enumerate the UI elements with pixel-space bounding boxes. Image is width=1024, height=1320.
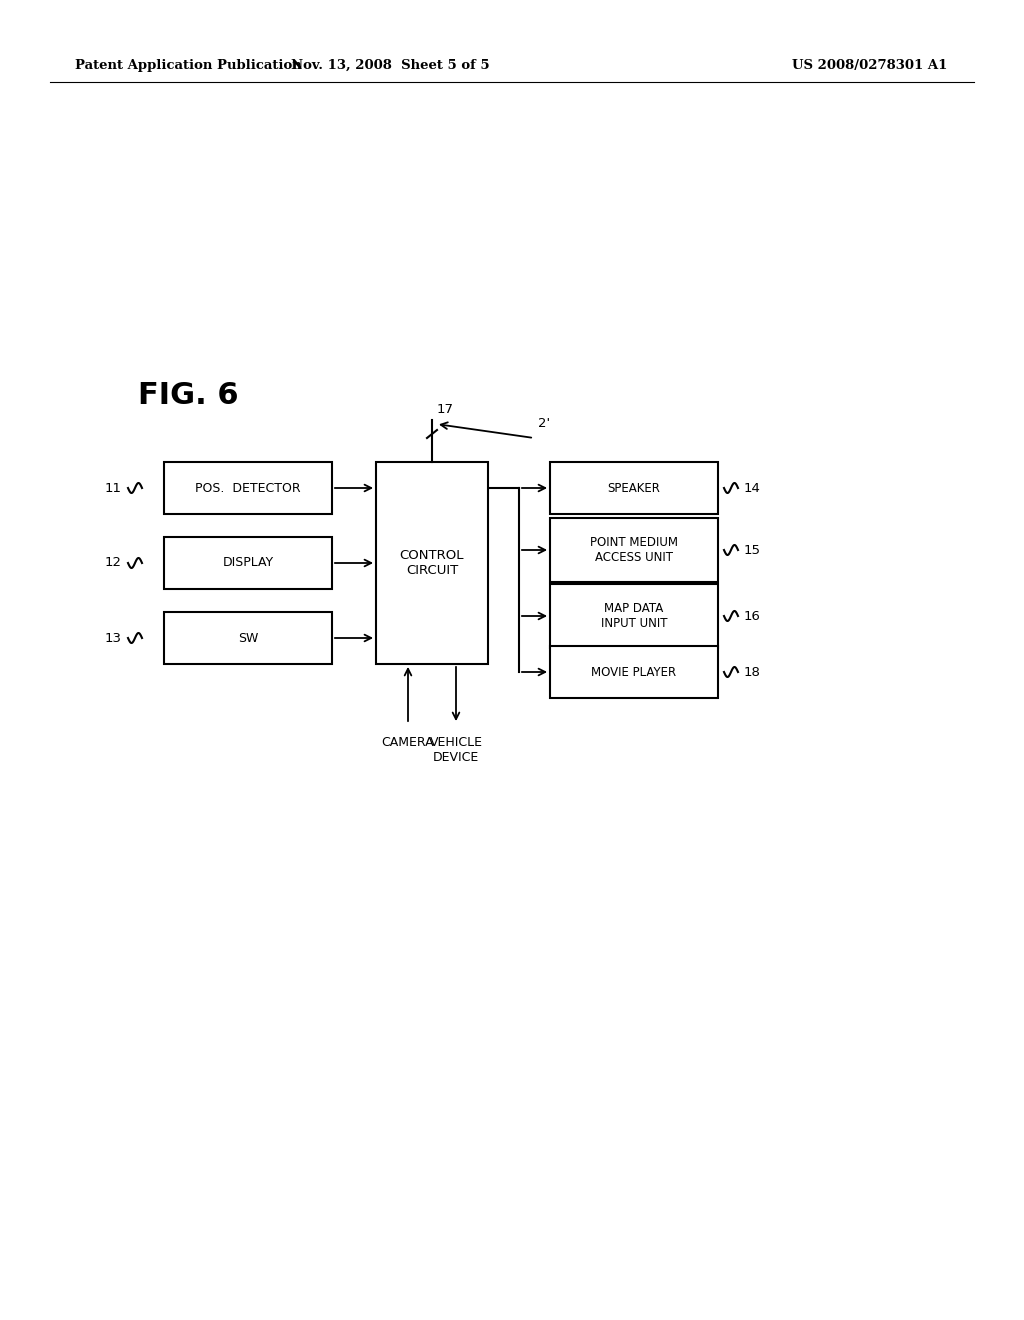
Text: 12: 12: [105, 557, 122, 569]
Text: CONTROL
CIRCUIT: CONTROL CIRCUIT: [399, 549, 464, 577]
Text: 18: 18: [744, 665, 761, 678]
Bar: [164, 537, 332, 589]
Text: 2': 2': [538, 417, 550, 430]
Text: MAP DATA
INPUT UNIT: MAP DATA INPUT UNIT: [601, 602, 668, 630]
Bar: [164, 462, 332, 513]
Text: 13: 13: [105, 631, 122, 644]
Text: SW: SW: [238, 631, 258, 644]
Text: Patent Application Publication: Patent Application Publication: [75, 58, 302, 71]
Text: POS.  DETECTOR: POS. DETECTOR: [196, 482, 301, 495]
Bar: [550, 517, 718, 582]
Bar: [164, 612, 332, 664]
Text: CAMERA: CAMERA: [382, 737, 434, 748]
Bar: [550, 583, 718, 648]
Bar: [550, 645, 718, 698]
Text: MOVIE PLAYER: MOVIE PLAYER: [592, 665, 677, 678]
Text: 17: 17: [437, 403, 454, 416]
Bar: [550, 462, 718, 513]
Text: 11: 11: [105, 482, 122, 495]
Text: VEHICLE
DEVICE: VEHICLE DEVICE: [429, 737, 482, 764]
Text: 14: 14: [744, 482, 761, 495]
Text: FIG. 6: FIG. 6: [138, 380, 239, 409]
Text: 16: 16: [744, 610, 761, 623]
Text: POINT MEDIUM
ACCESS UNIT: POINT MEDIUM ACCESS UNIT: [590, 536, 678, 564]
Text: US 2008/0278301 A1: US 2008/0278301 A1: [793, 58, 947, 71]
Bar: [376, 462, 488, 664]
Text: DISPLAY: DISPLAY: [222, 557, 273, 569]
Text: Nov. 13, 2008  Sheet 5 of 5: Nov. 13, 2008 Sheet 5 of 5: [291, 58, 489, 71]
Text: 15: 15: [744, 544, 761, 557]
Text: SPEAKER: SPEAKER: [607, 482, 660, 495]
